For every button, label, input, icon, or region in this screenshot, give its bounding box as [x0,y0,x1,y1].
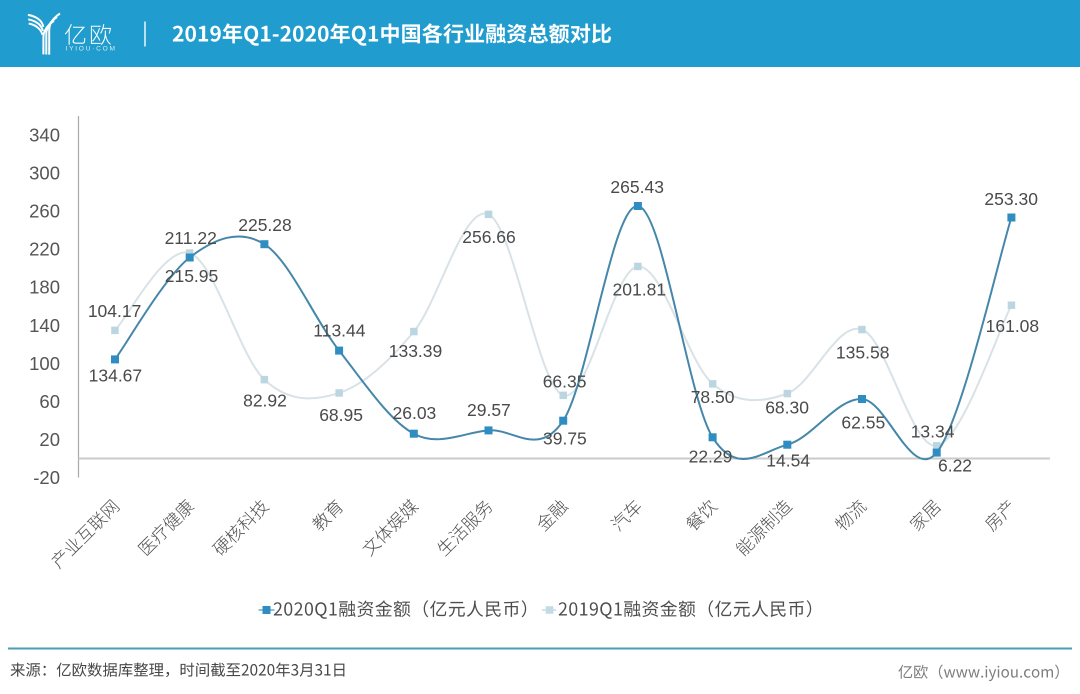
svg-text:66.35: 66.35 [543,372,587,392]
svg-text:140: 140 [29,315,60,336]
svg-text:225.28: 225.28 [238,215,292,235]
svg-text:104.17: 104.17 [88,301,142,321]
svg-text:253.30: 253.30 [984,189,1038,209]
svg-text:211.22: 211.22 [165,228,217,248]
svg-text:220: 220 [29,239,60,260]
svg-text:265.43: 265.43 [610,177,664,197]
svg-text:215.95: 215.95 [165,266,219,286]
svg-text:134.67: 134.67 [89,365,143,385]
svg-text:78.50: 78.50 [691,387,735,407]
svg-text:201.81: 201.81 [613,280,667,300]
svg-text:135.58: 135.58 [836,342,890,362]
svg-text:340: 340 [29,125,60,146]
svg-text:161.08: 161.08 [986,316,1040,336]
svg-text:39.75: 39.75 [543,428,587,448]
svg-text:113.44: 113.44 [313,320,365,340]
svg-text:29.57: 29.57 [467,400,511,420]
svg-text:IYIOU·COM: IYIOU·COM [66,45,117,52]
svg-text:6.22: 6.22 [938,455,972,475]
svg-text:82.92: 82.92 [243,391,287,411]
svg-text:26.03: 26.03 [393,403,437,423]
svg-text:22.29: 22.29 [689,447,733,467]
svg-text:20: 20 [39,429,60,450]
svg-text:14.54: 14.54 [766,450,810,470]
svg-text:60: 60 [39,391,60,412]
svg-text:-20: -20 [33,467,60,488]
svg-text:68.95: 68.95 [319,405,363,425]
svg-text:180: 180 [29,277,60,298]
svg-text:13.34: 13.34 [911,422,955,442]
svg-text:256.66: 256.66 [462,227,516,247]
svg-text:260: 260 [29,201,60,222]
svg-text:100: 100 [29,353,60,374]
svg-text:68.30: 68.30 [765,398,809,418]
svg-text:300: 300 [29,163,60,184]
svg-text:133.39: 133.39 [389,341,443,361]
svg-text:62.55: 62.55 [841,413,885,433]
